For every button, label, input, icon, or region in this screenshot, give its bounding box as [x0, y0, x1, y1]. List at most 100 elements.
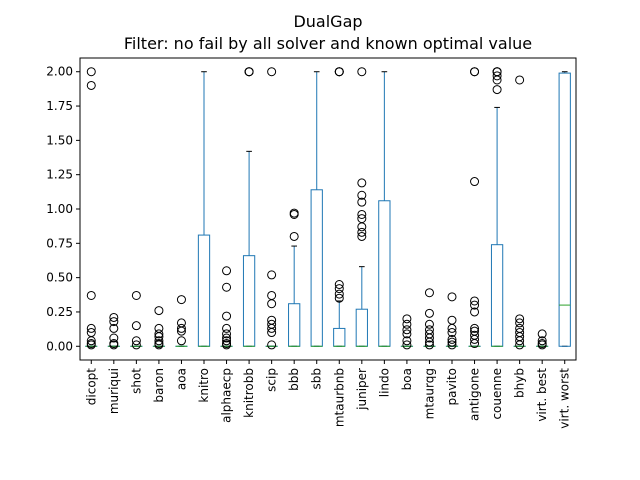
outlier-point — [470, 339, 480, 349]
outlier-point — [470, 334, 480, 344]
box-iqr — [355, 308, 368, 347]
y-tick-label: 0.00 — [46, 339, 73, 353]
outlier-point — [447, 328, 457, 338]
outlier-point — [447, 292, 457, 302]
outlier-point — [176, 336, 186, 346]
outlier-point — [492, 75, 502, 85]
outlier-point — [447, 340, 457, 350]
x-tick-label: aoa — [174, 368, 188, 390]
outlier-point — [176, 295, 186, 305]
box-antigone — [468, 67, 481, 349]
outlier-point — [470, 300, 480, 310]
x-tick-label: boa — [400, 368, 414, 390]
outlier-point — [447, 337, 457, 347]
outlier-point — [424, 319, 434, 329]
outlier-point — [222, 336, 232, 346]
box-iqr — [197, 234, 211, 347]
outlier-point — [154, 306, 164, 316]
outlier-point — [515, 75, 525, 85]
x-tick-label: dicopt — [84, 368, 98, 406]
outlier-point — [515, 318, 525, 328]
outlier-point — [492, 71, 502, 81]
outlier-point — [357, 197, 367, 207]
outlier-point — [86, 290, 96, 300]
outlier-point — [267, 328, 277, 338]
outlier-point — [470, 177, 480, 187]
box-baron — [152, 306, 166, 350]
y-tick-label: 0.50 — [46, 271, 73, 285]
chart-title: DualGap — [293, 12, 362, 31]
box-alphaecp — [220, 266, 233, 350]
box-scip — [265, 67, 278, 350]
outlier-point — [424, 308, 434, 318]
outlier-point — [357, 227, 367, 237]
box-iqr — [310, 189, 323, 347]
outlier-point — [515, 336, 525, 346]
outlier-point — [222, 333, 232, 343]
x-tick-label: lindo — [377, 368, 391, 397]
box-bhyb — [513, 75, 526, 350]
x-tick-label: pavito — [445, 368, 459, 405]
plot-area — [85, 67, 571, 350]
outlier-point — [86, 340, 96, 350]
outlier-point — [154, 340, 164, 350]
outlier-point — [222, 282, 232, 292]
outlier-point — [357, 178, 367, 188]
box-virt-worst — [558, 71, 571, 347]
x-axis: dicopt muriqui shot baron aoa knitro alphaecp k… — [84, 360, 572, 429]
box-iqr — [558, 72, 571, 347]
outlier-point — [131, 290, 141, 300]
outlier-point — [470, 67, 480, 77]
outlier-point — [357, 190, 367, 200]
outlier-point — [402, 329, 412, 339]
outlier-point — [424, 333, 434, 343]
outlier-point — [222, 340, 232, 350]
outlier-point — [424, 288, 434, 298]
box-iqr — [378, 200, 391, 347]
x-tick-label: scip — [265, 368, 279, 392]
box-boa — [400, 314, 414, 350]
box-iqr — [242, 255, 256, 347]
outlier-point — [267, 290, 277, 300]
outlier-point — [109, 312, 119, 322]
outlier-point — [424, 337, 434, 347]
outlier-point — [86, 323, 96, 333]
plot-frame — [79, 57, 577, 361]
outlier-point — [267, 323, 277, 333]
box-aoa — [175, 295, 188, 347]
outlier-point — [222, 311, 232, 321]
box-dicopt — [85, 67, 98, 350]
outlier-point — [334, 67, 344, 77]
outlier-point — [357, 231, 367, 241]
x-tick-label: bbb — [287, 368, 301, 391]
x-tick-label: virt. worst — [558, 368, 572, 429]
outlier-point — [86, 80, 96, 90]
box-sbb — [310, 71, 323, 347]
x-tick-label: juniper — [355, 368, 369, 411]
outlier-point — [109, 323, 119, 333]
box-virt-best — [536, 329, 549, 350]
outlier-point — [402, 340, 412, 350]
y-axis: 0.00 0.25 0.50 0.75 1.00 1.25 1.50 1.75 2.00 — [46, 65, 80, 353]
outlier-point — [86, 67, 96, 77]
outlier-point — [244, 67, 254, 77]
outlier-point — [334, 284, 344, 294]
x-tick-label: muriqui — [107, 368, 121, 414]
outlier-point — [109, 333, 119, 343]
outlier-point — [86, 336, 96, 346]
outlier-point — [222, 329, 232, 339]
x-tick-label: sbb — [310, 368, 324, 390]
box-mtaurbnb — [333, 67, 346, 347]
outlier-point — [402, 336, 412, 346]
outlier-point — [402, 314, 412, 324]
outlier-point — [334, 293, 344, 303]
box-pavito — [445, 292, 459, 350]
outlier-point — [154, 329, 164, 339]
box-lindo — [378, 71, 391, 347]
outlier-point — [515, 314, 525, 324]
outlier-point — [176, 326, 186, 336]
outlier-point — [267, 67, 277, 77]
x-tick-label: shot — [129, 368, 143, 394]
outlier-point — [222, 266, 232, 276]
